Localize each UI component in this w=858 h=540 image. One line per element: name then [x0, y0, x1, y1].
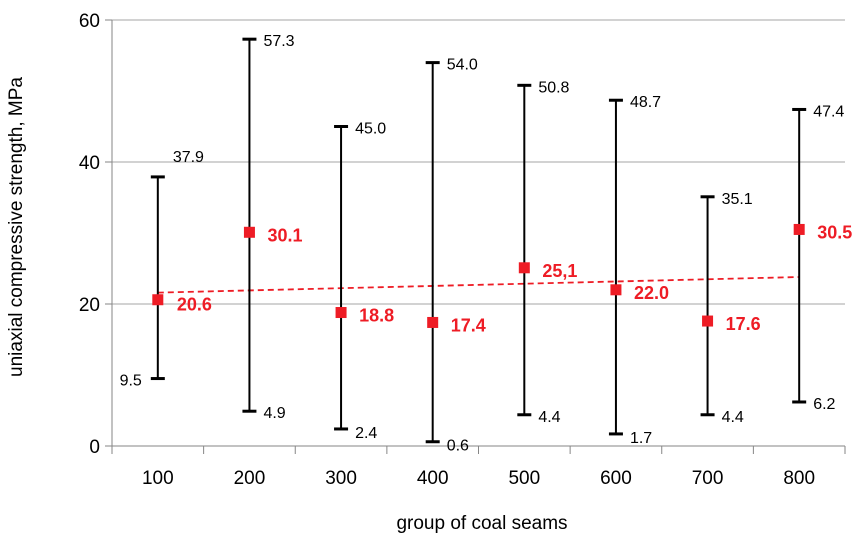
x-tick-label: 600 — [600, 468, 632, 489]
mean-point-200 — [243, 226, 255, 238]
x-axis-title: group of coal seams — [396, 513, 567, 534]
min-label-600: 1.7 — [630, 430, 652, 447]
mean-label-700: 17.6 — [726, 314, 761, 334]
y-tick-label: 40 — [79, 153, 100, 174]
mean-label-200: 30.1 — [267, 225, 302, 245]
mean-points — [152, 223, 805, 328]
tick-labels: 0 20 40 60 100 200 300 400 500 600 700 800 — [79, 11, 815, 489]
mean-point-500 — [518, 262, 530, 274]
mean-point-300 — [335, 307, 347, 319]
mean-label-800: 30.5 — [817, 222, 852, 242]
max-label-700: 35.1 — [722, 191, 753, 208]
max-label-100: 37.9 — [173, 149, 204, 166]
mean-label-400: 17.4 — [451, 315, 486, 335]
error-bars — [150, 37, 807, 444]
max-label-500: 50.8 — [538, 79, 569, 96]
mean-point-700 — [702, 315, 714, 327]
max-label-400: 54.0 — [447, 57, 478, 74]
x-tick-label: 700 — [692, 468, 724, 489]
trendline-group — [157, 276, 800, 294]
y-tick-label: 20 — [79, 295, 100, 316]
trendline — [157, 276, 800, 294]
mean-point-800 — [793, 223, 805, 235]
max-label-200: 57.3 — [263, 33, 294, 50]
max-label-800: 47.4 — [813, 103, 844, 120]
y-tick-label: 60 — [79, 11, 100, 32]
y-tick-label: 0 — [89, 437, 100, 458]
max-label-600: 48.7 — [630, 94, 661, 111]
min-label-200: 4.9 — [263, 405, 285, 422]
mean-point-600 — [610, 284, 622, 296]
mean-point-400 — [427, 316, 439, 328]
mean-label-100: 20.6 — [177, 295, 212, 315]
x-tick-label: 300 — [325, 468, 357, 489]
x-tick-label: 100 — [142, 468, 174, 489]
mean-label-300: 18.8 — [359, 306, 394, 326]
y-axis-title: uniaxial compressive strength, MPa — [6, 77, 27, 377]
mean-point-100 — [152, 294, 164, 306]
x-tick-label: 500 — [508, 468, 540, 489]
min-label-400: 0.6 — [447, 438, 469, 455]
axes — [105, 19, 846, 454]
x-tick-label: 800 — [783, 468, 815, 489]
min-label-500: 4.4 — [538, 409, 560, 426]
min-label-300: 2.4 — [355, 425, 377, 442]
x-tick-label: 200 — [234, 468, 266, 489]
max-label-300: 45.0 — [355, 121, 386, 138]
x-tick-label: 400 — [417, 468, 449, 489]
gridlines — [112, 19, 845, 305]
mean-label-600: 22.0 — [634, 283, 669, 303]
mean-label-500: 25,1 — [542, 261, 577, 281]
min-label-800: 6.2 — [813, 396, 835, 413]
data-labels: 37.9 9.5 20.6 57.3 4.9 30.1 45.0 2.4 18.8 54.0 0.6… — [120, 33, 853, 455]
min-label-700: 4.4 — [722, 409, 744, 426]
min-label-100: 9.5 — [120, 373, 142, 390]
